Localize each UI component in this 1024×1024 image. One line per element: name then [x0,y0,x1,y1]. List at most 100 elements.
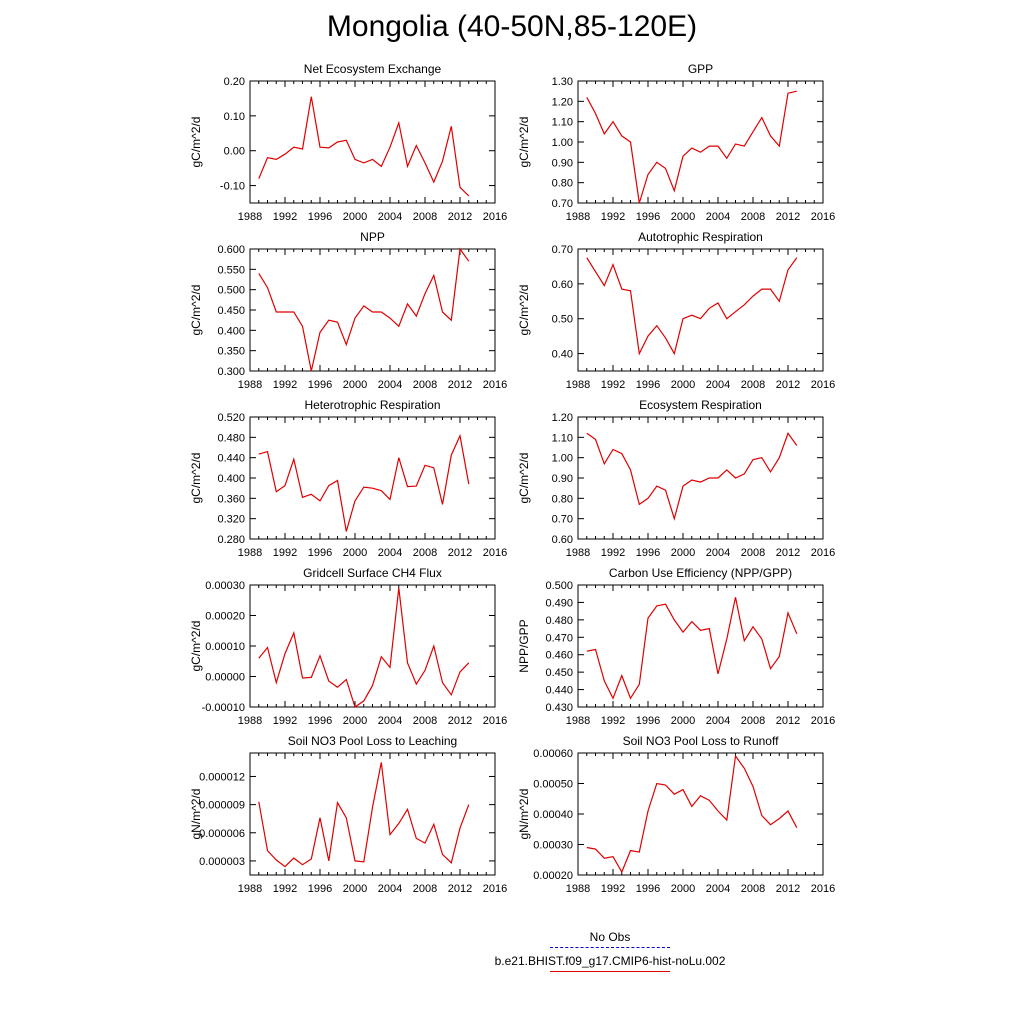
y-tick-label: 0.550 [217,264,245,276]
x-tick-label: 2004 [378,547,402,559]
x-tick-label: 2008 [413,379,437,391]
y-tick-label: 0.00 [224,146,245,158]
panel-title: NPP [360,230,385,244]
x-tick-label: 2000 [671,715,695,727]
y-tick-label: 0.280 [217,534,245,546]
x-tick-label: 2008 [741,379,765,391]
series-line [258,96,470,197]
x-tick-label: 1992 [601,883,625,895]
plot-frame [577,416,824,540]
chart-panel: Carbon Use Efficiency (NPP/GPP) 1988 1992 1… [517,566,835,727]
y-tick-label: 0.70 [552,244,573,256]
x-tick-label: 2000 [671,547,695,559]
y-tick-label: 0.520 [217,412,245,424]
x-tick-label: 2012 [776,715,800,727]
x-tick-label: 2004 [706,883,730,895]
y-tick-label: 0.300 [217,366,245,378]
x-tick-label: 2004 [378,883,402,895]
series-line [258,433,470,532]
x-tick-label: 2008 [741,715,765,727]
y-tick-label: 0.00020 [205,611,245,623]
x-tick-label: 2016 [811,211,835,223]
y-tick-label: 0.450 [217,305,245,317]
x-tick-label: 2008 [741,547,765,559]
y-tick-label: 0.80 [552,178,573,190]
panel-title: Soil NO3 Pool Loss to Leaching [288,734,457,748]
legend-entry-model: b.e21.BHIST.f09_g17.CMIP6-hist-noLu.002 [440,954,780,972]
x-tick-label: 1996 [308,883,332,895]
y-tick-label: 0.480 [217,432,245,444]
x-tick-label: 2016 [811,379,835,391]
y-axis-label: gC/m^2/d [189,285,203,336]
y-tick-label: 0.00060 [533,748,573,760]
x-tick-label: 1996 [308,379,332,391]
y-tick-label: 1.00 [552,453,573,465]
legend-label: No Obs [589,930,631,944]
plot-frame [249,584,496,708]
chart-panel: Gridcell Surface CH4 Flux 1988 1992 1996 200… [189,566,507,727]
y-tick-label: 1.20 [552,412,573,424]
legend-entry-no-obs: No Obs [440,930,780,948]
y-tick-label: 0.450 [545,667,573,679]
y-tick-label: 0.460 [545,650,573,662]
x-tick-label: 1992 [601,379,625,391]
plot-frame [577,752,824,876]
y-axis-label: gN/m^2/d [189,789,203,840]
y-tick-label: 0.470 [545,632,573,644]
x-tick-label: 2000 [343,547,367,559]
x-tick-label: 2004 [706,211,730,223]
y-tick-label: 1.10 [552,117,573,129]
x-tick-label: 1992 [601,211,625,223]
y-tick-label: 0.490 [545,597,573,609]
y-tick-label: 0.430 [545,702,573,714]
x-tick-label: 1992 [273,547,297,559]
panel-title: Soil NO3 Pool Loss to Runoff [623,734,780,748]
y-tick-label: 1.30 [552,76,573,88]
chart-panel: Soil NO3 Pool Loss to Leaching 1988 1992 19… [189,734,507,895]
y-axis-label: gC/m^2/d [189,453,203,504]
x-tick-label: 1988 [566,715,590,727]
x-tick-label: 1988 [238,883,262,895]
y-axis-label: gC/m^2/d [517,117,531,168]
y-axis-label: gC/m^2/d [517,285,531,336]
series-line [258,762,470,868]
y-tick-label: 1.10 [552,432,573,444]
x-tick-label: 2016 [483,379,507,391]
x-tick-label: 1996 [636,883,660,895]
x-tick-label: 1992 [273,883,297,895]
y-tick-label: 0.000006 [199,828,245,840]
panel-title: Heterotrophic Respiration [304,398,440,412]
x-tick-label: 2012 [448,211,472,223]
plot-frame [249,80,496,204]
series-line [586,90,797,204]
plot-frame [577,584,824,708]
x-tick-label: 1992 [273,715,297,727]
y-tick-label: 0.350 [217,346,245,358]
y-tick-label: 0.500 [217,285,245,297]
x-tick-label: 2016 [483,883,507,895]
x-tick-label: 1992 [601,715,625,727]
series-line [586,432,798,521]
y-tick-label: 0.80 [552,493,573,505]
x-tick-label: 2004 [378,379,402,391]
series-line [586,754,798,874]
panel-title: Autotrophic Respiration [638,230,763,244]
chart-panel: Heterotrophic Respiration 1988 1992 1996 200… [189,398,507,559]
y-tick-label: 0.60 [552,534,573,546]
x-tick-label: 2000 [343,379,367,391]
y-tick-label: 0.10 [224,111,245,123]
y-tick-label: 0.360 [217,493,245,505]
x-tick-label: 2012 [448,715,472,727]
y-tick-label: 0.00020 [533,870,573,882]
x-tick-label: 1996 [308,547,332,559]
panel-title: Gridcell Surface CH4 Flux [303,566,442,580]
x-tick-label: 2000 [343,715,367,727]
x-tick-label: 1992 [601,547,625,559]
plot-frame [249,752,496,876]
plot-frame [577,248,824,372]
x-tick-label: 2008 [413,547,437,559]
x-tick-label: 2012 [448,379,472,391]
x-tick-label: 1992 [273,379,297,391]
x-tick-label: 2008 [413,211,437,223]
